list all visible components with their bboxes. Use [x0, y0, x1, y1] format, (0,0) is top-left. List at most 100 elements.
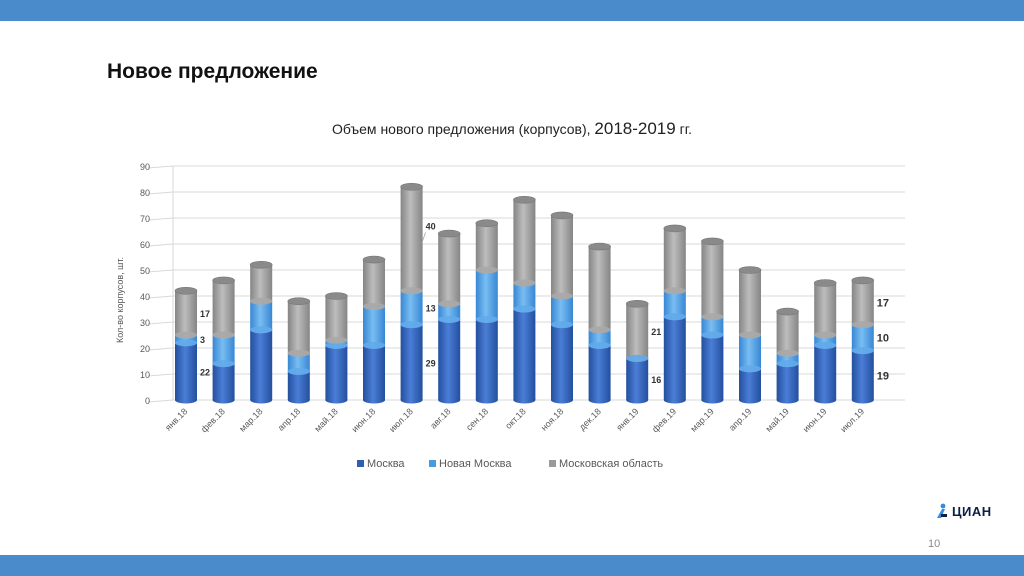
- bar-region: [250, 264, 273, 302]
- gridline-depth: [147, 217, 174, 221]
- bar-seam: [250, 326, 273, 334]
- bar-top-cap: [813, 279, 837, 287]
- bar-region: [701, 241, 724, 317]
- bar-new-moscow: [663, 290, 686, 317]
- chart-title-suffix: гг.: [676, 121, 692, 137]
- bar-top-cap: [400, 183, 423, 191]
- y-tick-label: 70: [140, 214, 150, 224]
- bar-region: [438, 233, 461, 304]
- x-tick-label: июл.18: [387, 406, 415, 434]
- gridline-depth: [147, 243, 174, 247]
- bar-top-cap: [588, 242, 611, 251]
- bar-top-cap: [738, 266, 762, 274]
- bar-region: [212, 280, 235, 335]
- bar-bottom-moscow: [475, 396, 498, 404]
- bar-seam: [814, 341, 837, 349]
- bar-bottom-moscow: [551, 396, 573, 404]
- bar-seam: [212, 331, 235, 339]
- bar-moscow: [438, 319, 461, 400]
- bar-new-moscow: [475, 270, 498, 320]
- bar-seam: [663, 313, 686, 321]
- x-tick-label: авг.18: [428, 406, 452, 430]
- cian-logo: ЦИАН: [935, 503, 992, 519]
- bar-new-moscow: [814, 335, 837, 346]
- x-tick-label: ноя.18: [539, 406, 565, 432]
- bar-seam: [551, 292, 573, 300]
- bar-seam: [776, 349, 799, 357]
- bar-bottom-moscow: [438, 396, 461, 404]
- data-label-region: 21: [651, 327, 661, 337]
- data-label-region: 17: [200, 309, 210, 319]
- top-band: [0, 0, 1024, 21]
- bar-seam: [250, 297, 273, 305]
- bar-bottom-moscow: [325, 396, 348, 404]
- bar-bottom-moscow: [851, 396, 874, 404]
- x-tick-label: мар.18: [237, 406, 264, 433]
- bar-seam: [400, 287, 423, 295]
- data-label-moscow: 29: [426, 358, 436, 368]
- bar-moscow: [287, 371, 310, 400]
- bar-top-cap: [249, 260, 273, 269]
- y-tick-label: 10: [140, 370, 150, 380]
- legend-swatch-region: [549, 460, 556, 467]
- bar-region: [851, 280, 874, 325]
- bar-bottom-moscow: [212, 396, 235, 404]
- bar-seam: [363, 302, 385, 310]
- bar-seam: [363, 341, 385, 349]
- bottom-band: [0, 555, 1024, 576]
- bar-new-moscow: [400, 290, 423, 325]
- x-tick-label: окт.18: [503, 406, 528, 431]
- bar-bottom-moscow: [250, 396, 273, 404]
- bar-bottom-moscow: [701, 396, 724, 404]
- y-tick-label: 40: [140, 292, 150, 302]
- bar-moscow: [701, 335, 724, 400]
- logo-text: ЦИАН: [952, 503, 992, 519]
- bar-moscow: [250, 329, 273, 400]
- bar-top-cap: [362, 255, 386, 264]
- bar-moscow: [475, 319, 498, 400]
- bar-moscow: [551, 324, 573, 400]
- bar-region: [513, 199, 536, 283]
- data-label-new-moscow: 10: [877, 333, 889, 345]
- x-tick-label: июл.19: [838, 406, 866, 434]
- gridline-depth: [147, 399, 174, 403]
- bar-new-moscow: [588, 329, 611, 346]
- bar-new-moscow: [701, 316, 724, 335]
- bar-moscow: [175, 342, 197, 400]
- bar-seam: [851, 347, 874, 355]
- bar-seam: [776, 360, 799, 368]
- y-tick-label: 50: [140, 266, 150, 276]
- chart-title: Объем нового предложения (корпусов), 201…: [332, 119, 692, 138]
- data-label-moscow: 22: [200, 367, 210, 377]
- bar-region: [739, 270, 761, 335]
- bar-seam: [588, 326, 611, 334]
- gridline-depth: [147, 295, 174, 299]
- bar-region: [551, 215, 573, 296]
- data-label-moscow: 16: [651, 375, 661, 385]
- x-tick-label: апр.19: [727, 406, 753, 432]
- bar-region: [663, 228, 686, 291]
- bar-seam: [325, 341, 348, 349]
- legend-label-new-moscow: Новая Москва: [439, 458, 512, 470]
- bar-top-cap: [437, 229, 461, 238]
- bar-top-cap: [174, 286, 198, 295]
- bar-new-moscow: [212, 335, 235, 364]
- bar-moscow: [739, 368, 761, 400]
- bar-bottom-moscow: [513, 396, 536, 404]
- bar-new-moscow: [438, 303, 461, 320]
- bar-bottom-moscow: [400, 396, 423, 404]
- y-tick-label: 90: [140, 162, 150, 172]
- bar-seam: [175, 331, 197, 339]
- bar-top-cap: [475, 219, 499, 227]
- bar-bottom-moscow: [363, 396, 385, 404]
- legend-label-region: Московская область: [559, 458, 663, 470]
- bar-seam: [551, 321, 573, 329]
- bar-seam: [851, 321, 874, 329]
- bar-moscow: [363, 345, 385, 400]
- x-tick-label: дек.18: [577, 406, 603, 432]
- bar-seam: [287, 349, 310, 357]
- y-tick-label: 80: [140, 188, 150, 198]
- bar-new-moscow: [287, 353, 310, 372]
- x-tick-label: май.19: [764, 406, 791, 433]
- gridline-depth: [147, 347, 174, 351]
